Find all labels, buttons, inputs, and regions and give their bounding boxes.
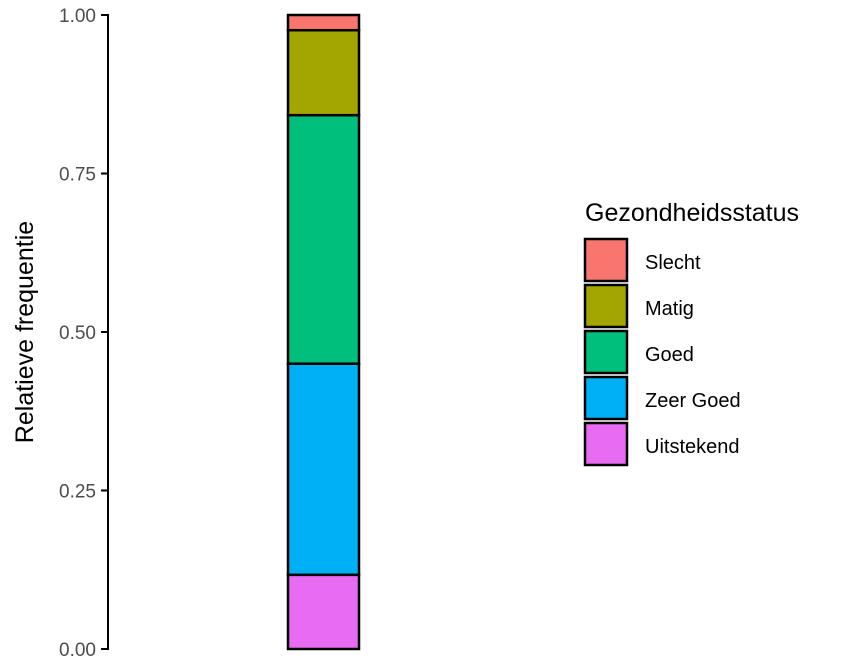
legend-key-zeer-goed [583,375,629,421]
y-tick-label: 0.00 [59,640,96,661]
legend-label-matig: Matig [645,298,694,320]
legend-key-slecht [583,237,629,283]
legend-title: Gezondheidsstatus [585,199,799,227]
bar-segment-matig [286,28,361,117]
legend: Gezondheidsstatus Slecht Matig Goed Zeer Go… [583,199,799,467]
legend-key-uitstekend [583,421,629,467]
bar-segment-zeer-goed [286,362,361,577]
legend-key-goed [583,329,629,375]
y-axis: 0.00 0.25 0.50 0.75 1.00 [59,6,109,661]
bar-segment-goed [286,113,361,365]
y-axis-title: Relatieve frequentie [11,221,39,443]
y-tick-label: 0.25 [59,482,96,503]
legend-label-zeer-goed: Zeer Goed [645,390,741,412]
legend-label-slecht: Slecht [645,252,701,274]
legend-label-uitstekend: Uitstekend [645,436,740,458]
bar-stack [286,13,361,651]
bar-segment-slecht [286,13,361,32]
y-tick-label: 1.00 [59,6,96,27]
y-tick-label: 0.50 [59,323,96,344]
bar-segment-uitstekend [286,573,361,651]
legend-label-goed: Goed [645,344,694,366]
legend-key-matig [583,283,629,329]
y-tick-label: 0.75 [59,165,96,186]
